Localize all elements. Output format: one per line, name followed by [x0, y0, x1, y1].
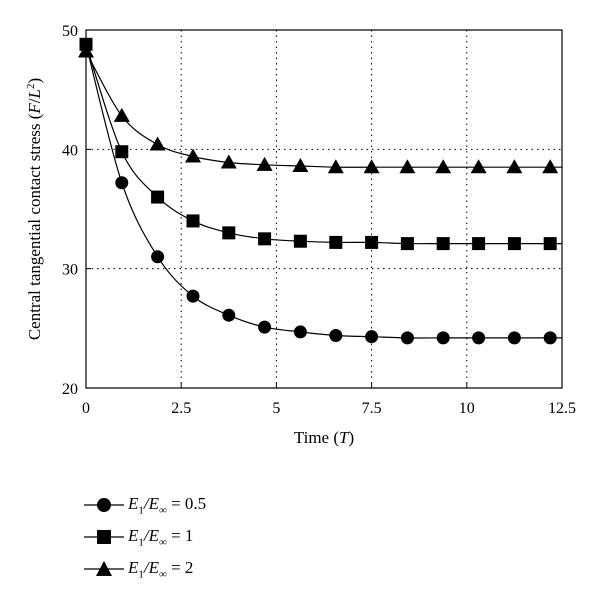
data-point-square [151, 190, 165, 204]
data-point-circle [472, 331, 486, 345]
y-tick-label: 50 [62, 23, 78, 40]
data-point-triangle [185, 148, 202, 163]
data-point-square [400, 237, 414, 251]
data-point-triangle [542, 159, 559, 174]
y-axis-label-var-l: L [25, 89, 44, 99]
legend-triangle-marker [96, 561, 112, 576]
data-point-square [472, 237, 486, 251]
data-point-square [186, 214, 200, 228]
legend-square-marker [97, 530, 111, 544]
data-point-triangle [113, 107, 130, 122]
x-axis-label-var: T [339, 428, 350, 447]
plot-frame [85, 29, 563, 389]
data-point-triangle [256, 156, 273, 171]
chart: 0 2.5 5 7.5 10 12.5 20 30 40 50 Time (T) Central … [25, 23, 576, 447]
data-point-square [258, 232, 272, 246]
x-tick-label: 0 [82, 400, 90, 417]
data-point-circle [258, 320, 272, 334]
y-tick-label: 40 [62, 142, 78, 159]
x-tick-label: 2.5 [171, 400, 191, 417]
data-point-triangle [78, 43, 94, 58]
data-point-circle [329, 328, 343, 342]
x-tick-label: 12.5 [548, 400, 576, 417]
grid [86, 30, 562, 388]
series-square [79, 37, 562, 251]
data-point-square [436, 237, 450, 251]
y-axis-label-slash: / [25, 98, 44, 103]
data-point-circle [400, 331, 414, 345]
y-axis-label-sup: 2 [25, 83, 37, 89]
data-point-square [293, 234, 307, 248]
series-triangle [78, 43, 562, 174]
data-point-circle [151, 250, 165, 264]
legend-label-ratio-1: E1/E∞ = 1 [128, 526, 194, 549]
x-tick-label: 7.5 [362, 400, 382, 417]
y-axis-label-var-f: F [25, 103, 44, 115]
data-point-square [365, 235, 379, 249]
legend-swatch-square [84, 530, 124, 544]
legend-swatch-triangle [84, 561, 124, 576]
y-axis-label-text: Central tangential contact stress ( [25, 113, 44, 340]
axis-ticks: 0 2.5 5 7.5 10 12.5 20 30 40 50 [62, 23, 576, 417]
data-point-circle [543, 331, 557, 345]
data-point-square [543, 237, 557, 251]
legend-label-ratio-2: E1/E∞ = 2 [128, 558, 194, 581]
data-point-triangle [149, 136, 166, 151]
y-tick-label: 30 [62, 262, 78, 279]
data-point-triangle [220, 154, 237, 169]
x-axis-label: Time (T) [294, 428, 354, 447]
data-point-circle [507, 331, 521, 345]
data-point-triangle [470, 159, 487, 174]
data-point-square [115, 145, 129, 159]
y-tick-label: 20 [62, 381, 78, 398]
legend-swatch-circle [84, 498, 124, 512]
data-point-square [222, 226, 236, 240]
x-axis-label-close: ) [349, 428, 355, 447]
data-point-triangle [363, 159, 380, 174]
x-tick-label: 10 [459, 400, 475, 417]
series-layer [78, 37, 562, 345]
series-circle [79, 37, 562, 345]
data-point-triangle [292, 158, 309, 173]
legend-circle-marker [97, 498, 111, 512]
legend-label-ratio-0-5: E1/E∞ = 0.5 [128, 494, 207, 517]
x-axis-label-text: Time ( [294, 428, 340, 447]
data-point-circle [222, 308, 236, 322]
y-axis-label: Central tangential contact stress (F/L2) [25, 78, 44, 340]
data-point-triangle [399, 159, 416, 174]
data-point-circle [436, 331, 450, 345]
data-point-square [329, 235, 343, 249]
x-tick-label: 5 [272, 400, 280, 417]
data-point-circle [293, 325, 307, 339]
data-point-triangle [435, 159, 452, 174]
data-point-triangle [327, 159, 344, 174]
data-point-circle [365, 330, 379, 344]
data-point-circle [186, 289, 200, 303]
data-point-square [507, 237, 521, 251]
data-point-circle [115, 176, 129, 190]
y-axis-label-close: ) [25, 78, 44, 84]
data-point-triangle [506, 159, 523, 174]
